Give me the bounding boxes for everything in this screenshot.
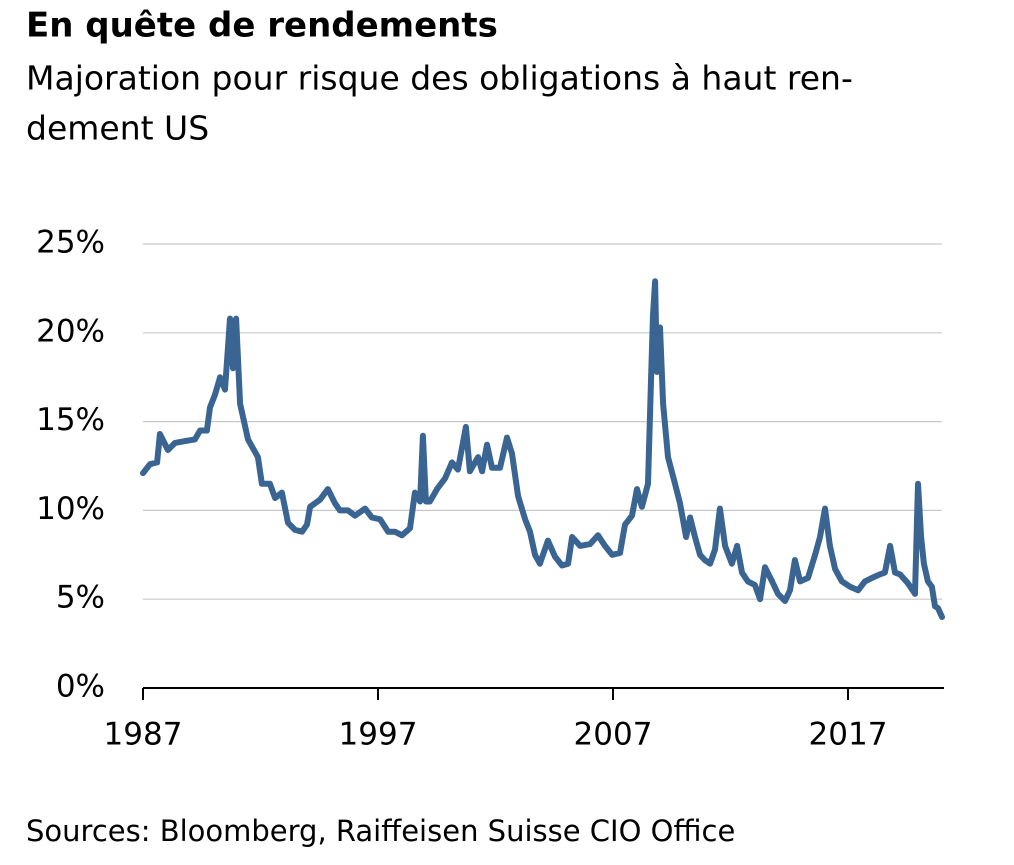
chart-subtitle: Majoration pour risque des obligations à… <box>26 59 853 98</box>
x-tick-label: 2007 <box>574 717 653 753</box>
chart-title: En quête de rendements <box>26 6 498 46</box>
x-tick-label: 1987 <box>104 717 183 753</box>
data-line <box>140 278 945 620</box>
y-tick-label: 20% <box>36 313 105 349</box>
y-tick-label: 15% <box>36 402 105 438</box>
y-tick-label: 25% <box>36 225 105 261</box>
source-note: Sources: Bloomberg, Raiffeisen Suisse CI… <box>26 814 735 848</box>
chart-subtitle: dement US <box>26 109 209 148</box>
y-tick-label: 0% <box>56 669 105 705</box>
y-tick-label: 10% <box>36 491 105 527</box>
x-tick-label: 2017 <box>809 717 888 753</box>
x-tick-label: 1997 <box>339 717 418 753</box>
y-tick-label: 5% <box>56 580 105 616</box>
